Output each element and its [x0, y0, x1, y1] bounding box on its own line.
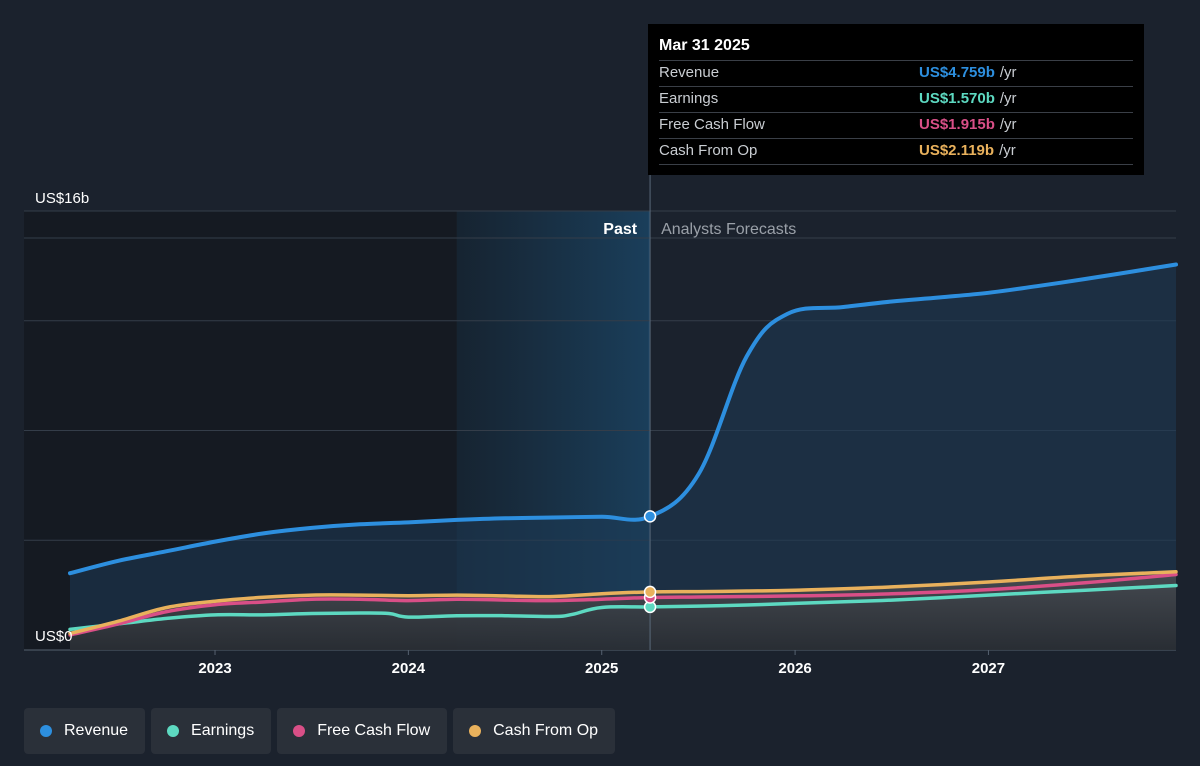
forecast-label: Analysts Forecasts	[661, 221, 796, 238]
x-tick-label: 2025	[585, 660, 618, 677]
tooltip-row: Earnings US$1.570b/yr	[659, 86, 1133, 112]
legend-dot-icon	[469, 725, 482, 737]
tooltip-row-value: US$2.119b	[919, 142, 995, 159]
series-line-free-cash-flow	[68, 572, 1178, 637]
legend-label: Free Cash Flow	[317, 722, 431, 739]
tooltip-row-label: Cash From Op	[659, 142, 758, 159]
legend-dot-icon	[293, 725, 306, 737]
series-line-cash-from-op	[68, 570, 1178, 636]
y-tick-label: US$16b	[35, 190, 89, 207]
tooltip-row-value: US$4.759b	[919, 64, 995, 81]
y-tick-label: US$0	[35, 628, 73, 645]
tooltip-row-unit: /yr	[999, 64, 1017, 81]
x-tick-labels: 2023 2024 2025 2026 2027	[198, 650, 1005, 677]
tooltip: Mar 31 2025 Revenue US$4.759b/yr Earnings U…	[648, 24, 1144, 175]
past-label: Past	[603, 221, 637, 238]
legend-item-earnings[interactable]: Earnings	[151, 708, 272, 754]
highlight-points	[643, 510, 657, 614]
x-tick-label: 2026	[778, 660, 811, 677]
legend-item-cash-from-op[interactable]: Cash From Op	[453, 708, 616, 754]
legend: Revenue Earnings Free Cash Flow Cash From O…	[24, 708, 616, 754]
tooltip-row-label: Revenue	[659, 64, 720, 81]
highlight-point-revenue	[643, 510, 657, 523]
tooltip-rows: Revenue US$4.759b/yr Earnings US$1.570b/yr F…	[659, 60, 1133, 165]
x-tick-label: 2024	[392, 660, 426, 677]
legend-label: Cash From Op	[493, 722, 599, 739]
legend-dot-icon	[40, 725, 52, 737]
legend-label: Revenue	[64, 722, 129, 739]
tooltip-row-label: Earnings	[659, 90, 719, 107]
tooltip-row-unit: /yr	[999, 142, 1016, 159]
highlight-point-cash-from-op	[643, 585, 657, 599]
legend-label: Earnings	[191, 722, 255, 739]
legend-item-free-cash-flow[interactable]: Free Cash Flow	[277, 708, 448, 754]
tooltip-date: Mar 31 2025	[659, 37, 750, 54]
series-lines	[68, 262, 1178, 637]
tooltip-row-value: US$1.570b	[919, 90, 995, 107]
tooltip-row-unit: /yr	[999, 116, 1017, 133]
revenue-area	[70, 264, 1176, 650]
tooltip-row-value: US$1.915b	[919, 116, 995, 133]
tooltip-row: Revenue US$4.759b/yr	[659, 60, 1133, 86]
tooltip-row: Cash From Op US$2.119b/yr	[659, 138, 1133, 165]
cash-from-op-area	[70, 571, 1176, 650]
x-tick-label: 2023	[198, 660, 231, 677]
tooltip-row: Free Cash Flow US$1.915b/yr	[659, 112, 1133, 138]
legend-item-revenue[interactable]: Revenue	[24, 708, 146, 754]
y-tick-labels: US$16b US$0	[35, 190, 89, 645]
tooltip-row-label: Free Cash Flow	[659, 116, 765, 133]
series-line-earnings	[68, 583, 1178, 632]
tooltip-row-unit: /yr	[999, 90, 1017, 107]
series-line-revenue	[68, 262, 1178, 576]
x-tick-label: 2027	[972, 660, 1005, 677]
legend-dot-icon	[167, 725, 180, 737]
